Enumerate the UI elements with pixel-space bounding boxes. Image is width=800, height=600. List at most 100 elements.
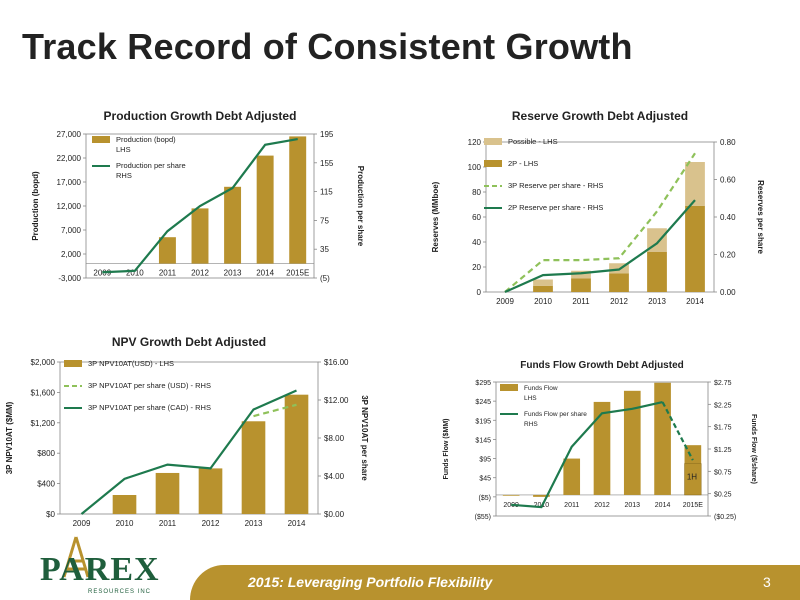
- y2-tick-label: ($0.25): [714, 514, 736, 521]
- bar: [224, 186, 242, 264]
- bar: [198, 468, 223, 514]
- bar: [533, 494, 550, 497]
- category-label: 2013: [245, 519, 263, 528]
- production-chart: Production Growth Debt Adjusted -3,000 2,0…: [31, 109, 365, 283]
- category-label: 2013: [224, 269, 242, 278]
- chart-title: Production Growth Debt Adjusted: [104, 109, 297, 123]
- category-label: 2011: [572, 297, 590, 306]
- bar: [502, 494, 520, 496]
- category-label: 2010: [116, 519, 134, 528]
- y-tick-label: 100: [468, 163, 482, 172]
- y-tick-label: 20: [472, 263, 481, 272]
- footer-tagline: 2015: Leveraging Portfolio Flexibility: [248, 574, 493, 590]
- legend-swatch: [500, 384, 518, 391]
- y-tick-label: 22,000: [57, 154, 82, 163]
- y-tick-label: 2,000: [61, 250, 82, 259]
- page-number: 3: [763, 574, 771, 590]
- bar: [563, 458, 581, 495]
- y-tick-label: 7,000: [61, 226, 82, 235]
- fundsflow-chart: Funds Flow Growth Debt Adjusted ($55) ($5)…: [443, 360, 757, 521]
- bar: [241, 421, 266, 514]
- category-label: 2014: [686, 297, 704, 306]
- bar: [284, 394, 309, 514]
- y-tick-label: $400: [37, 480, 55, 489]
- y-axis-label: Funds Flow ($MM): [443, 418, 450, 479]
- y-tick-label: $1,200: [31, 419, 56, 428]
- series-line: [511, 401, 663, 509]
- legend-swatch: [484, 138, 502, 145]
- bar-inner: [684, 463, 702, 496]
- legend-label: RHS: [524, 421, 538, 428]
- series-line-dashed: [661, 401, 694, 461]
- category-label: 2014: [288, 519, 306, 528]
- y-tick-label: $0: [46, 510, 55, 519]
- legend-label: RHS: [116, 171, 132, 180]
- y-tick-label: -3,000: [58, 274, 81, 283]
- chart-title: Reserve Growth Debt Adjusted: [512, 109, 688, 123]
- y-tick-label: ($55): [475, 514, 491, 521]
- y2-tick-label: $16.00: [324, 358, 349, 367]
- y2-tick-label: 0.40: [720, 213, 736, 222]
- y-tick-label: 12,000: [57, 202, 82, 211]
- legend-label: Production (bopd): [116, 135, 176, 144]
- annotation-label: 1H: [687, 473, 697, 482]
- bar: [623, 390, 641, 495]
- y2-axis-label: Reserves per share: [756, 180, 765, 254]
- legend-label: 3P NPV10AT per share (CAD) - RHS: [88, 403, 211, 412]
- category-label: 2011: [159, 269, 177, 278]
- category-label: 2010: [126, 269, 144, 278]
- chart-title: Funds Flow Growth Debt Adjusted: [520, 360, 684, 371]
- y-axis-label: 3P NPV10AT ($MM): [5, 401, 14, 474]
- bar: [155, 472, 180, 514]
- npv-chart: NPV Growth Debt Adjusted $0 $400 $800 $1,200…: [5, 335, 369, 528]
- category-label: 2014: [655, 502, 671, 509]
- category-label: 2012: [594, 502, 610, 509]
- y-tick-label: $245: [475, 399, 491, 406]
- category-label: 2015E: [286, 269, 309, 278]
- y2-tick-label: 195: [320, 130, 334, 139]
- y-tick-label: 80: [472, 188, 481, 197]
- category-label: 2009: [73, 519, 91, 528]
- legend-label: Funds Flow per share: [524, 411, 587, 418]
- bar: [256, 155, 274, 264]
- y2-tick-label: 35: [320, 245, 329, 254]
- y-tick-label: 0: [477, 288, 482, 297]
- y2-axis-label: Production per share: [356, 166, 365, 247]
- bar: [654, 382, 671, 495]
- series-line: [504, 199, 696, 294]
- legend-label: LHS: [116, 145, 131, 154]
- y-tick-label: $145: [475, 437, 491, 444]
- y-tick-label: 60: [472, 213, 481, 222]
- y-tick-label: 27,000: [57, 130, 82, 139]
- category-label: 2010: [534, 297, 552, 306]
- bar-2p: [571, 278, 591, 292]
- legend-label: 2P Reserve per share - RHS: [508, 203, 603, 212]
- legend-label: LHS: [524, 395, 537, 402]
- bar: [593, 401, 611, 495]
- legend-swatch: [92, 136, 110, 143]
- series-line-dashed: [253, 403, 297, 418]
- y-tick-label: $95: [479, 457, 491, 464]
- legend-label: 3P NPV10AT(USD) - LHS: [88, 359, 174, 368]
- y2-tick-label: 115: [320, 188, 333, 197]
- bar-possible: [533, 279, 553, 286]
- y2-axis-label: Funds Flow ($/share): [750, 414, 757, 484]
- category-label: 2013: [624, 502, 640, 509]
- bar: [112, 495, 137, 514]
- legend-swatch: [484, 160, 502, 167]
- y2-tick-label: 0.20: [720, 251, 736, 260]
- logo-subtitle: RESOURCES INC: [88, 589, 152, 595]
- bar-2p: [533, 285, 553, 292]
- y-tick-label: $800: [37, 449, 55, 458]
- y2-tick-label: $2.25: [714, 402, 732, 409]
- bar-possible: [685, 162, 705, 206]
- bar: [191, 208, 209, 264]
- reserve-chart: Reserve Growth Debt Adjusted 0 20 40 60 80 100…: [431, 109, 765, 306]
- footer-band: [190, 565, 800, 600]
- category-label: 2012: [191, 269, 209, 278]
- bar: [289, 136, 307, 264]
- y2-tick-label: $12.00: [324, 396, 349, 405]
- category-label: 2014: [256, 269, 274, 278]
- parex-logo-icon: [62, 536, 90, 578]
- legend-label: Funds Flow: [524, 385, 558, 392]
